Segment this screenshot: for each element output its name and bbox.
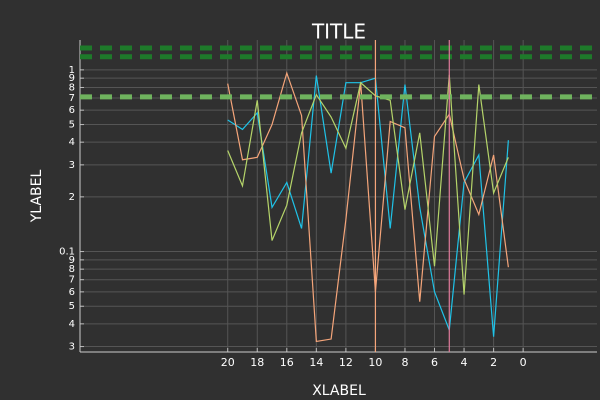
y-tick-label: 3 xyxy=(69,342,75,353)
series-line xyxy=(227,75,509,337)
series-line xyxy=(227,74,509,295)
y-tick-label: 6 xyxy=(69,105,75,116)
x-tick-label: 10 xyxy=(368,356,382,369)
y-tick-label: 5 xyxy=(69,301,75,312)
x-tick-label: 2 xyxy=(490,356,497,369)
y-tick-label: 7 xyxy=(69,275,75,286)
y-tick-label: 3 xyxy=(69,160,75,171)
y-tick-label: 8 xyxy=(69,264,75,275)
y-tick-label: 5 xyxy=(69,120,75,131)
y-tick-label: 7 xyxy=(69,93,75,104)
y-tick-label: 9 xyxy=(69,255,75,266)
y-tick-label: 4 xyxy=(69,319,75,330)
y-axis-label: YLABEL xyxy=(29,170,45,224)
chart-title: TITLE xyxy=(311,20,366,44)
y-tick-label: 4 xyxy=(69,137,75,148)
x-tick-label: 0 xyxy=(520,356,527,369)
y-tick-label: 6 xyxy=(69,287,75,298)
y-tick-label: 8 xyxy=(69,82,75,93)
x-tick-label: 4 xyxy=(461,356,468,369)
y-tick-label: 2 xyxy=(69,192,75,203)
series-line xyxy=(227,71,509,343)
x-tick-label: 18 xyxy=(250,356,264,369)
x-tick-label: 16 xyxy=(280,356,294,369)
x-axis-label: XLABEL xyxy=(312,383,366,399)
x-tick-label: 6 xyxy=(431,356,438,369)
x-tick-label: 12 xyxy=(339,356,353,369)
y-tick-label: 1 xyxy=(69,65,75,76)
x-tick-label: 14 xyxy=(309,356,323,369)
x-tick-label: 8 xyxy=(401,356,408,369)
x-tick-label: 20 xyxy=(221,356,235,369)
y-tick-label: 0.1 xyxy=(59,247,75,258)
y-tick-label: 9 xyxy=(69,73,75,84)
